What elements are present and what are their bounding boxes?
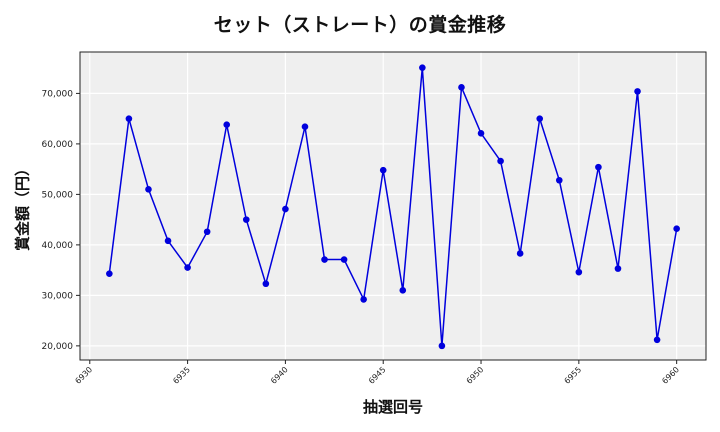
x-tick-label: 6950	[465, 365, 486, 386]
chart-title: セット（ストレート）の賞金推移	[213, 14, 507, 36]
y-tick-label: 50,000	[42, 190, 74, 200]
data-point	[321, 256, 328, 263]
x-axis-ticks: 6930 6935 6940 6945 6950 6955 6960	[73, 360, 681, 386]
data-point	[438, 342, 446, 350]
data-point	[575, 268, 583, 276]
data-point	[360, 296, 367, 303]
data-point	[282, 205, 289, 213]
data-point	[536, 115, 544, 122]
y-tick-label: 20,000	[42, 342, 74, 352]
data-point	[614, 265, 622, 272]
grid-lines	[80, 52, 706, 360]
data-point	[106, 270, 113, 277]
x-tick-label: 6945	[367, 365, 388, 386]
data-point	[634, 88, 641, 95]
x-tick-label: 6930	[73, 365, 94, 386]
y-axis-ticks: 20,000 30,000 40,000 50,000 60,000 70,000	[42, 89, 80, 352]
data-markers	[106, 64, 680, 350]
data-point	[164, 237, 172, 245]
series-line	[108, 67, 678, 346]
data-point	[203, 228, 211, 236]
data-point	[477, 129, 485, 137]
y-tick-label: 30,000	[42, 291, 74, 301]
data-point	[419, 64, 426, 71]
data-point	[301, 123, 309, 131]
data-point	[653, 336, 661, 344]
data-point	[399, 287, 407, 294]
data-point	[223, 121, 231, 129]
data-point	[145, 186, 152, 193]
data-point	[262, 280, 270, 288]
plot-area	[80, 52, 706, 360]
x-tick-label: 6960	[660, 365, 681, 386]
data-point	[184, 264, 191, 271]
y-tick-label: 60,000	[42, 140, 74, 150]
y-tick-label: 70,000	[42, 89, 74, 99]
data-point	[242, 216, 250, 223]
x-tick-label: 6935	[171, 365, 192, 386]
data-point	[497, 157, 504, 165]
data-point	[458, 84, 465, 91]
y-tick-label: 40,000	[42, 241, 74, 251]
data-point	[379, 166, 387, 174]
data-point	[516, 250, 524, 257]
x-tick-label: 6940	[269, 365, 290, 386]
x-axis-label: 抽選回号	[362, 398, 423, 416]
x-tick-label: 6955	[562, 365, 583, 386]
plot-frame	[79, 51, 707, 361]
data-point	[673, 225, 680, 233]
data-point	[555, 176, 563, 184]
data-point	[595, 163, 602, 171]
data-point	[340, 256, 348, 263]
data-point	[125, 115, 133, 122]
